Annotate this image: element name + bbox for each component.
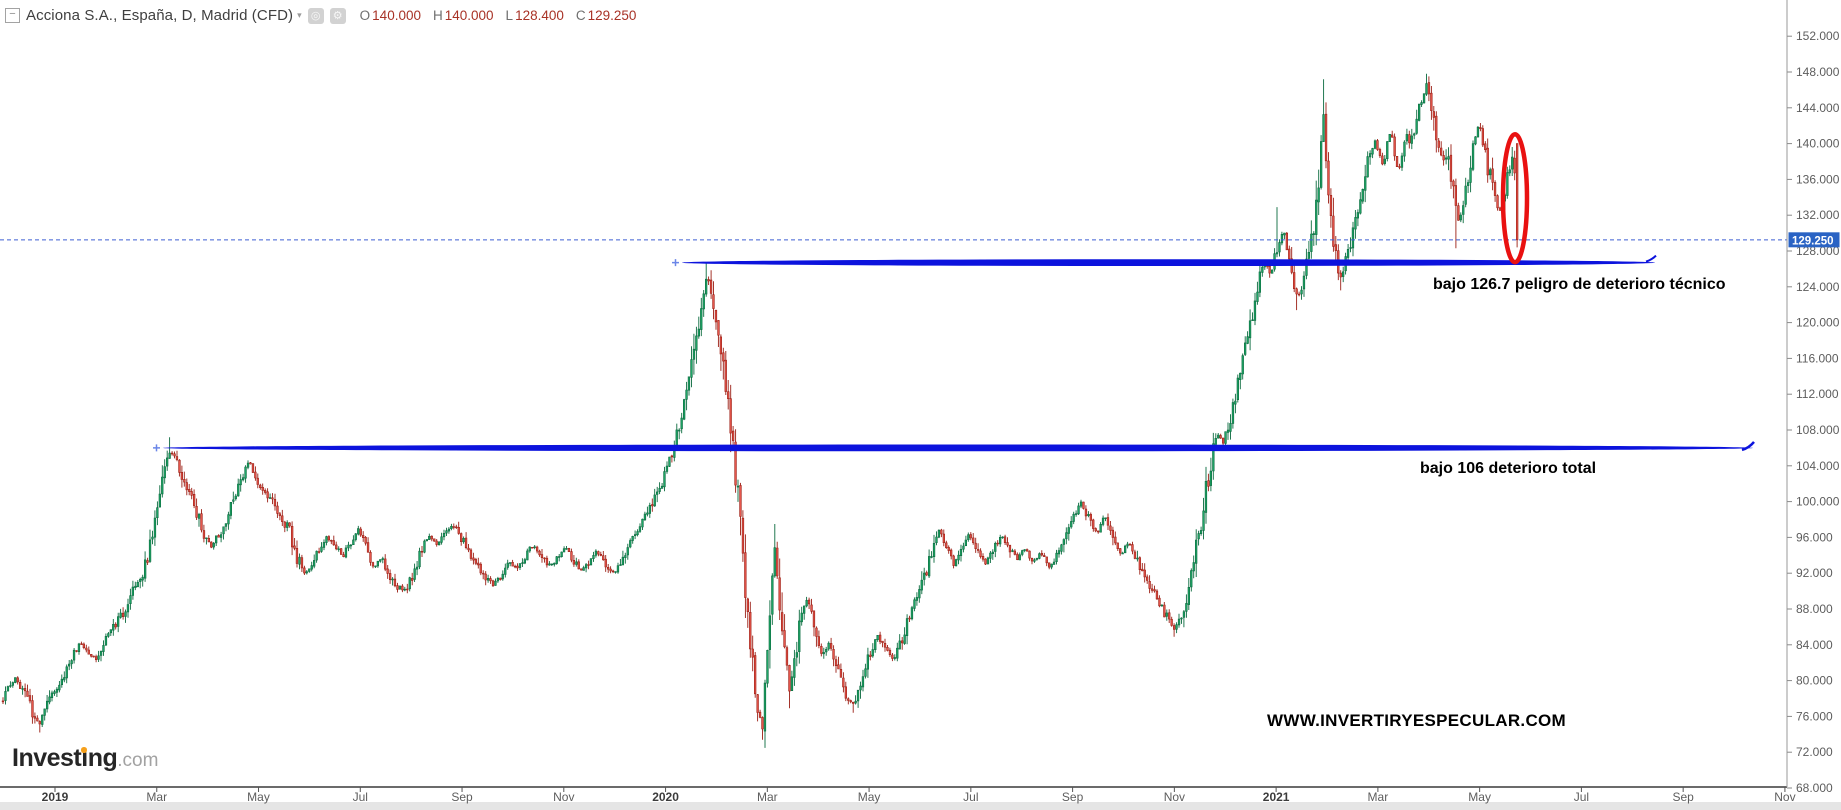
collapse-legend-button[interactable]: −: [5, 8, 20, 23]
time-tick-label: May: [1468, 790, 1491, 804]
annotation-level-126-7[interactable]: bajo 126.7 peligro de deterioro técnico: [1433, 276, 1726, 293]
price-tick-label: 88.000: [1796, 602, 1833, 616]
time-tick-label: Jul: [1574, 790, 1589, 804]
ohlc-readout: O 140.000 H 140.000 L 128.400 C 129.250: [360, 8, 637, 23]
close-value: 129.250: [587, 8, 637, 23]
svg-text:129.250: 129.250: [1792, 235, 1834, 247]
time-tick-label: 2021: [1263, 790, 1290, 804]
time-tick-label: Mar: [1368, 790, 1389, 804]
support-line-126-7-start-handle[interactable]: [672, 259, 679, 267]
price-tick-label: 108.000: [1796, 423, 1840, 437]
logo-orange-dot: [81, 747, 87, 753]
gear-icon[interactable]: ⚙: [329, 7, 346, 24]
watermark-site-text: WWW.INVERTIRYESPECULAR.COM: [1267, 711, 1566, 730]
high-value: 140.000: [444, 8, 494, 23]
alert-ellipse[interactable]: [1500, 131, 1530, 265]
time-tick-label: 2019: [42, 790, 69, 804]
investing-logo-brand: Investing: [12, 744, 118, 772]
up-candle-bodies: [4, 83, 1514, 732]
time-tick-label: Nov: [553, 790, 574, 804]
price-tick-label: 72.000: [1796, 745, 1833, 759]
open-label: O: [359, 8, 371, 23]
close-label: C: [575, 8, 586, 23]
time-tick-label: Sep: [1672, 790, 1694, 804]
time-axis[interactable]: 2019 Mar May Jul Sep Nov 2020 Mar May Jul Sep Nov 20…: [0, 786, 1841, 810]
price-tick-label: 100.000: [1796, 495, 1840, 509]
low-value: 128.400: [515, 8, 564, 23]
time-tick-label: Sep: [1062, 790, 1084, 804]
price-tick-label: 76.000: [1796, 709, 1833, 723]
price-tick-label: 140.000: [1796, 137, 1840, 151]
price-tick-label: 92.000: [1796, 566, 1833, 580]
annotation-level-106[interactable]: bajo 106 deterioro total: [1420, 460, 1597, 477]
price-tick-label: 116.000: [1796, 351, 1839, 365]
price-tick-label: 148.000: [1796, 65, 1840, 79]
circle-icon[interactable]: ◎: [307, 7, 324, 24]
time-tick-label: May: [247, 790, 270, 804]
price-tick-label: 152.000: [1796, 29, 1840, 43]
up-candle-wicks: [5, 73, 1513, 748]
price-tick-label: 124.000: [1796, 280, 1840, 294]
support-line-126-7-end-hook: [1645, 254, 1657, 263]
symbol-title: Acciona S.A., España, D, Madrid (CFD): [26, 7, 294, 24]
support-line-126-7[interactable]: [682, 259, 1655, 267]
chevron-down-icon[interactable]: ▾: [297, 10, 302, 20]
price-tick-label: 84.000: [1796, 638, 1833, 652]
open-value: 140.000: [372, 8, 421, 23]
support-line-106[interactable]: [163, 444, 1753, 452]
time-tick-label: Jul: [963, 790, 978, 804]
time-tick-label: Mar: [146, 790, 167, 804]
price-tick-label: 80.000: [1796, 674, 1833, 688]
price-tick-label: 104.000: [1796, 459, 1840, 473]
chart-header: − Acciona S.A., España, D, Madrid (CFD) …: [5, 7, 636, 24]
price-tick-label: 136.000: [1796, 172, 1840, 186]
price-tick-label: 112.000: [1796, 387, 1839, 401]
price-tick-label: 96.000: [1796, 530, 1833, 544]
time-tick-label: Jul: [353, 790, 368, 804]
current-price-badge: 129.250: [1788, 232, 1840, 248]
time-tick-label: May: [858, 790, 881, 804]
time-tick-label: Nov: [1164, 790, 1185, 804]
price-tick-label: 132.000: [1796, 208, 1840, 222]
price-tick-label: 128.000: [1796, 244, 1840, 258]
support-line-106-start-handle[interactable]: [153, 444, 160, 452]
time-tick-label: Sep: [451, 790, 473, 804]
investing-logo[interactable]: Investing.com: [12, 744, 158, 773]
investing-logo-suffix: .com: [117, 750, 159, 771]
support-line-106-end-hook: [1741, 441, 1755, 452]
price-tick-label: 120.000: [1796, 316, 1840, 330]
time-tick-label: Nov: [1774, 790, 1795, 804]
price-axis[interactable]: 152.000 148.000 144.000 140.000 136.000 132.0…: [1786, 0, 1840, 795]
high-label: H: [432, 8, 443, 23]
time-tick-label: 2020: [652, 790, 679, 804]
down-candle-bodies: [1, 82, 1519, 730]
low-label: L: [505, 8, 514, 23]
down-candle-wicks: [2, 76, 1518, 740]
price-tick-label: 68.000: [1796, 781, 1833, 795]
price-tick-label: 144.000: [1796, 101, 1840, 115]
time-tick-label: Mar: [757, 790, 778, 804]
candles-layer: [1, 73, 1519, 748]
